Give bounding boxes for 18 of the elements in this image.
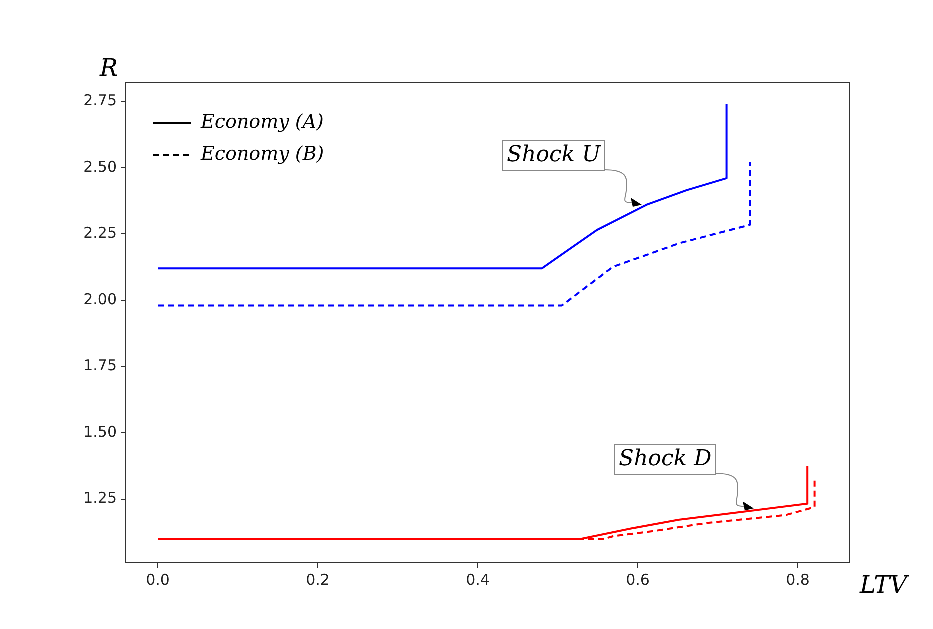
annotation: Shock D xyxy=(619,446,712,472)
legend-label: Economy (A) xyxy=(200,110,324,133)
x-tick-label: 0.4 xyxy=(466,570,490,589)
x-tick-label: 0.0 xyxy=(146,570,170,589)
x-tick-label: 0.2 xyxy=(306,570,330,589)
annotation: Shock U xyxy=(507,142,602,168)
y-axis-title: R xyxy=(98,54,118,82)
y-tick-label: 1.25 xyxy=(84,489,117,508)
x-tick-label: 0.8 xyxy=(786,570,810,589)
legend-label: Economy (B) xyxy=(200,142,324,165)
x-axis-title: LTV xyxy=(859,571,910,600)
y-tick-label: 2.75 xyxy=(84,91,117,110)
y-tick-label: 2.25 xyxy=(84,224,117,242)
x-tick-label: 0.6 xyxy=(626,570,650,589)
y-tick-label: 1.50 xyxy=(84,422,117,441)
y-tick-label: 2.50 xyxy=(84,158,117,176)
y-tick-label: 2.00 xyxy=(84,290,117,308)
y-tick-label: 1.75 xyxy=(84,356,117,375)
